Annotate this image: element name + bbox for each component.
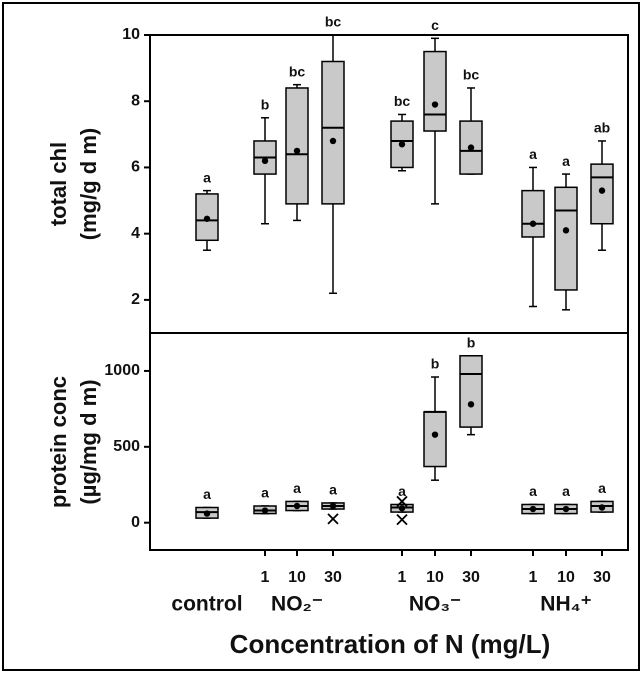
y-tick-label: 10	[122, 26, 140, 43]
mean	[562, 227, 570, 234]
x-tick-label: 1	[529, 569, 538, 586]
mean	[529, 220, 537, 227]
mean	[467, 401, 475, 408]
outlier	[396, 495, 408, 508]
box	[423, 411, 447, 468]
box	[423, 50, 447, 132]
significance-letter: a	[529, 146, 537, 162]
significance-letter: a	[203, 486, 211, 502]
mean	[293, 147, 301, 155]
x-tick-label: 30	[462, 569, 480, 586]
significance-letter: bc	[463, 67, 480, 83]
y-tick-label: 0	[131, 514, 140, 531]
significance-letter: a	[529, 483, 537, 499]
group-label: NH₄⁺	[540, 593, 591, 616]
group-label: NO₃⁻	[409, 593, 461, 616]
x-tick-label: 10	[426, 569, 444, 586]
x-axis-title: Concentration of N (mg/L)	[230, 629, 551, 659]
y-axis-label: (mg/g d m)	[76, 128, 101, 240]
mean	[529, 505, 537, 513]
significance-letter: b	[431, 356, 440, 372]
box	[321, 60, 345, 205]
y-tick-label: 8	[131, 92, 140, 109]
y-tick-label: 6	[131, 159, 140, 176]
significance-letter: a	[261, 485, 269, 501]
mean	[431, 101, 439, 108]
y-tick-label: 1000	[104, 362, 140, 379]
significance-letter: a	[562, 483, 570, 499]
box	[554, 186, 578, 291]
x-tick-label: 1	[261, 569, 270, 586]
significance-letter: b	[467, 334, 476, 350]
significance-letter: a	[293, 480, 301, 496]
significance-letter: a	[329, 482, 337, 498]
group-label: NO₂⁻	[271, 593, 323, 616]
mean	[261, 507, 269, 514]
box	[285, 87, 309, 205]
mean	[562, 505, 570, 513]
mean	[329, 502, 337, 510]
mean	[431, 431, 439, 438]
significance-letter: a	[203, 169, 211, 185]
y-axis-label: (µg/mg d m)	[76, 379, 101, 504]
y-axis-label: protein conc	[46, 376, 71, 508]
box	[590, 163, 614, 225]
mean	[598, 187, 606, 194]
x-tick-label: 30	[324, 569, 342, 586]
x-tick-label: 30	[593, 569, 611, 586]
mean	[203, 215, 211, 222]
significance-letter: ab	[594, 120, 610, 136]
significance-letter: b	[261, 96, 270, 112]
y-tick-label: 4	[131, 225, 140, 242]
x-tick-label: 10	[288, 569, 306, 586]
outlier	[396, 514, 408, 526]
significance-letter: a	[562, 153, 570, 169]
mean	[261, 157, 269, 165]
mean	[467, 144, 475, 151]
significance-letter: bc	[289, 63, 306, 79]
mean	[203, 510, 211, 517]
bottom-panel	[149, 332, 629, 551]
y-tick-label: 500	[113, 438, 140, 455]
group-label: control	[171, 593, 242, 616]
mean	[598, 504, 606, 511]
mean	[329, 137, 337, 145]
y-tick-label: 2	[131, 291, 140, 308]
x-tick-label: 10	[557, 569, 575, 586]
mean	[293, 502, 301, 510]
mean	[398, 505, 406, 512]
significance-letter: c	[431, 17, 439, 33]
x-tick-label: 1	[398, 569, 407, 586]
box	[459, 355, 483, 428]
y-axis-label: total chl	[46, 142, 71, 226]
box	[521, 189, 545, 238]
significance-letter: bc	[394, 93, 411, 109]
significance-letter: a	[398, 483, 406, 499]
significance-letter: a	[598, 480, 606, 496]
mean	[398, 141, 406, 148]
significance-letter: bc	[325, 14, 342, 30]
outlier	[327, 513, 339, 525]
